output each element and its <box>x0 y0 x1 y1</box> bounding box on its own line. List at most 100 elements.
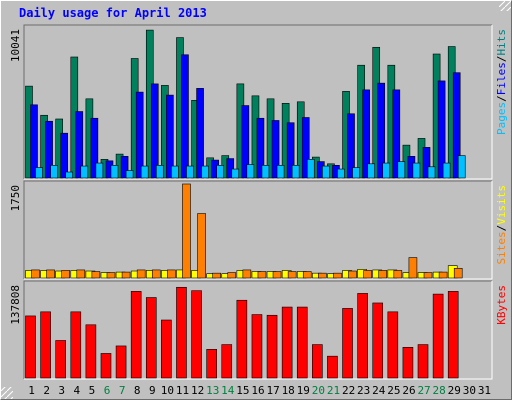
bar-pages-day-20 <box>322 165 330 179</box>
plot-border-dark <box>23 24 492 179</box>
bar-files-day-11 <box>181 54 189 179</box>
bar-kbytes-day-6 <box>100 353 112 379</box>
bar-pages-day-17 <box>276 165 285 179</box>
series-axis-label-part: Pages <box>495 102 508 135</box>
day-label: 17 <box>266 384 279 397</box>
plot-border-light <box>24 25 493 180</box>
series-axis-label-part: Files <box>495 62 508 95</box>
series-visits <box>25 265 458 279</box>
bar-pages-day-3 <box>65 171 73 179</box>
series-axis-label: Pages/Files/Hits <box>495 29 508 135</box>
series-axis-label-part: Sites <box>495 231 508 264</box>
bar-pages-day-26 <box>412 162 421 179</box>
bar-kbytes-day-14 <box>221 344 233 379</box>
bar-sites-day-25 <box>393 270 403 279</box>
day-label: 5 <box>89 384 96 397</box>
day-label: 20 <box>312 384 325 397</box>
bar-sites-day-6 <box>106 272 116 279</box>
bar-pages-day-22 <box>352 167 360 179</box>
day-label: 2 <box>43 384 50 397</box>
bar-pages-day-9 <box>155 165 164 179</box>
bar-kbytes-day-10 <box>161 319 172 379</box>
bar-files-day-2 <box>45 120 53 179</box>
bar-sites-day-23 <box>363 270 372 279</box>
day-label: 23 <box>357 384 370 397</box>
bar-files-day-24 <box>377 82 386 179</box>
bar-files-day-14 <box>226 158 235 179</box>
day-labels: 1 2 3 4 5 6 7 8 9 10 11 12 13 14 15 16 17 18 19 20 21 22 23 24 2… <box>28 384 491 397</box>
day-label: 3 <box>58 384 65 397</box>
bar-kbytes-day-16 <box>251 314 263 379</box>
bar-kbytes-day-5 <box>85 324 97 379</box>
day-label: 28 <box>433 384 446 397</box>
bar-pages-day-11 <box>186 165 194 179</box>
bar-kbytes-day-20 <box>312 344 323 379</box>
bar-sites-day-14 <box>227 272 237 279</box>
bar-sites-day-11 <box>182 183 191 279</box>
bar-files-day-25 <box>392 89 401 179</box>
bar-pages-day-25 <box>397 161 406 179</box>
series-axis-label-part: Hits <box>495 29 508 56</box>
bar-files-day-5 <box>90 117 99 179</box>
bar-sites-day-22 <box>348 270 357 279</box>
bar-pages-day-5 <box>95 162 104 179</box>
bar-pages-day-4 <box>80 165 89 179</box>
bar-pages-day-23 <box>367 163 375 179</box>
bar-kbytes-day-4 <box>70 311 82 379</box>
bar-pages-day-29 <box>457 155 466 179</box>
bar-kbytes-day-18 <box>281 306 293 379</box>
bar-kbytes-day-21 <box>327 355 338 379</box>
bar-files-day-27 <box>422 147 431 179</box>
day-label: 1 <box>28 384 35 397</box>
bar-pages-day-16 <box>261 165 270 179</box>
bar-files-day-23 <box>362 89 370 179</box>
day-label: 29 <box>448 384 461 397</box>
bar-pages-day-8 <box>140 165 149 179</box>
bar-files-day-16 <box>256 117 265 179</box>
series-axis-label-part: / <box>495 95 508 102</box>
bar-pages-day-14 <box>231 168 240 179</box>
bar-kbytes-day-13 <box>206 349 217 379</box>
bar-kbytes-day-23 <box>357 293 368 379</box>
bar-sites-day-10 <box>167 269 176 279</box>
bar-pages-day-21 <box>337 168 345 179</box>
panel-bottom: 137808 KBytes <box>9 280 508 380</box>
day-label: 13 <box>206 384 219 397</box>
bar-kbytes-day-8 <box>130 291 142 379</box>
bar-kbytes-day-17 <box>266 314 278 379</box>
plot-border-dark <box>23 280 492 379</box>
y-max-label: 10041 <box>9 29 22 62</box>
plot-area <box>24 181 492 279</box>
bar-kbytes-day-12 <box>191 290 202 379</box>
day-label: 25 <box>387 384 400 397</box>
bar-sites-day-4 <box>76 269 86 279</box>
day-label: 31 <box>478 384 491 397</box>
plot-border-light <box>24 281 493 380</box>
series-kbytes <box>25 286 459 379</box>
bar-files-day-7 <box>120 156 129 179</box>
day-label: 8 <box>134 384 141 397</box>
bar-sites-day-7 <box>121 271 131 279</box>
bar-files-day-12 <box>196 88 204 179</box>
bar-pages-day-19 <box>306 159 315 179</box>
day-label: 12 <box>191 384 204 397</box>
series-axis-label-part: / <box>495 225 508 232</box>
bar-files-day-22 <box>347 113 355 179</box>
day-label: 9 <box>149 384 156 397</box>
bar-files-day-15 <box>241 105 250 179</box>
bar-sites-day-5 <box>91 271 101 279</box>
bar-kbytes-day-2 <box>40 311 51 379</box>
bar-pages-day-10 <box>171 165 179 179</box>
bar-pages-day-27 <box>427 166 436 179</box>
bar-sites-day-15 <box>242 269 252 279</box>
plot-border-dark <box>23 180 492 279</box>
bar-sites-day-18 <box>287 271 297 279</box>
bar-pages-day-18 <box>291 165 300 179</box>
bar-files-day-3 <box>60 132 68 179</box>
bar-sites-day-16 <box>257 271 267 279</box>
bar-files-day-1 <box>30 104 38 179</box>
bar-files-day-18 <box>286 122 295 179</box>
bar-kbytes-day-26 <box>402 347 414 379</box>
